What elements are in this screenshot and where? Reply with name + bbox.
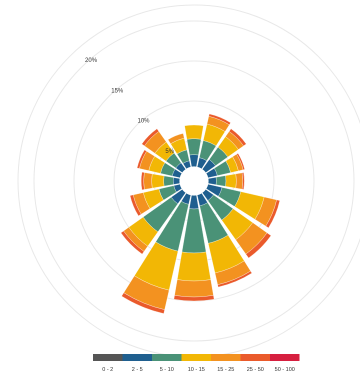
legend-swatch	[270, 354, 300, 361]
direction-petal	[184, 124, 204, 167]
petal-segment	[208, 113, 231, 125]
radial-tick-label: 15%	[111, 88, 124, 94]
radial-tick-label: 20%	[85, 58, 98, 64]
legend: 0 - 2 2 - 5 5 - 10 10 - 15 15 - 25 25 - 50 50 …	[93, 354, 300, 373]
direction-petal	[173, 195, 215, 302]
legend-swatch	[152, 354, 182, 361]
legend-swatch	[181, 354, 211, 361]
petal-segment	[225, 173, 237, 189]
petal-segment	[184, 124, 204, 140]
petal-segment	[215, 175, 227, 187]
legend-swatch	[122, 354, 152, 361]
grid-circle	[33, 20, 355, 342]
petal-segment	[228, 128, 247, 147]
petal-segment	[120, 230, 145, 255]
petal-segment	[173, 295, 215, 302]
petal-segment	[235, 172, 243, 190]
petal-segment	[163, 175, 174, 187]
direction-petal	[202, 189, 272, 259]
direction-petal	[197, 113, 231, 170]
legend-label: 50 - 100	[275, 367, 295, 373]
legend-swatch	[240, 354, 270, 361]
legend-label: 0 - 2	[102, 367, 113, 373]
legend-swatch	[93, 354, 123, 361]
legend-label: 25 - 50	[247, 367, 264, 373]
petal-segment	[186, 138, 202, 156]
legend-label: 2 - 5	[132, 367, 143, 373]
direction-petal	[208, 172, 245, 190]
direction-petal	[197, 192, 253, 288]
petal-segment	[129, 194, 142, 217]
center-hole	[179, 166, 209, 196]
direction-petal	[121, 192, 191, 314]
petal-segment	[141, 128, 160, 147]
petal-segment	[265, 199, 280, 229]
petals	[120, 113, 280, 314]
radial-tick-label: 5%	[165, 149, 174, 155]
direction-petal	[167, 133, 191, 170]
direction-petal	[202, 128, 247, 173]
direction-petal	[129, 184, 183, 217]
petal-segment	[174, 279, 214, 298]
petal-segment	[177, 251, 211, 282]
petal-segment	[143, 172, 153, 190]
petal-segment	[136, 149, 147, 169]
petal-segment	[121, 292, 165, 314]
petal-segment	[208, 177, 217, 185]
petal-segment	[173, 177, 180, 185]
petal-segment	[236, 153, 245, 170]
legend-label: 10 - 15	[188, 367, 205, 373]
petal-segment	[167, 133, 185, 144]
radial-labels: 5% 10% 15% 20%	[85, 58, 175, 155]
petal-segment	[141, 171, 145, 191]
petal-segment	[241, 172, 245, 190]
petal-segment	[151, 173, 165, 189]
petal-segment	[217, 270, 253, 288]
legend-label: 15 - 25	[217, 367, 234, 373]
legend-swatch	[211, 354, 241, 361]
direction-petal	[205, 153, 245, 178]
direction-petal	[136, 149, 183, 178]
legend-label: 5 - 10	[160, 367, 174, 373]
petal-segment	[245, 232, 272, 259]
direction-petal	[205, 184, 280, 229]
radial-tick-label: 10%	[138, 119, 151, 125]
direction-petal	[141, 128, 186, 173]
